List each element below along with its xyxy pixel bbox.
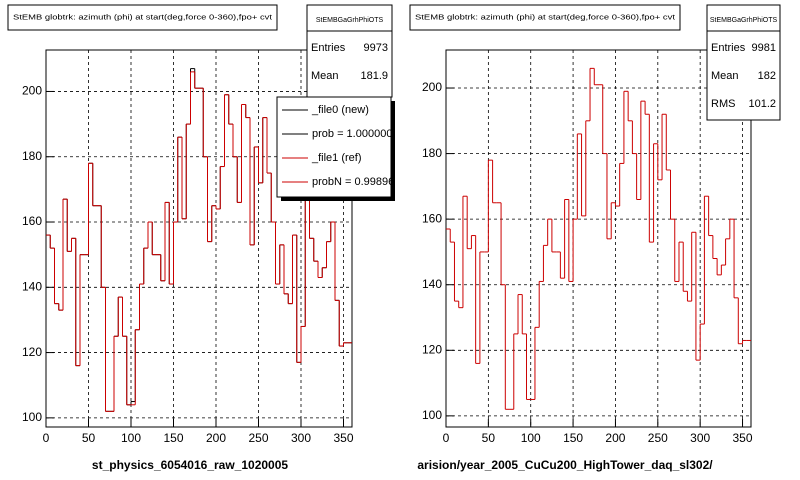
y-tick-label: 120 [22, 345, 42, 359]
chart-title: StEMB globtrk: azimuth (phi) at start(de… [13, 14, 272, 21]
y-tick-label: 160 [422, 211, 442, 225]
x-tick-label: 300 [291, 431, 311, 445]
title-box [7, 4, 278, 31]
x-tick-label: 350 [733, 431, 753, 445]
frame [445, 49, 752, 428]
legend-label: probN = 0.99896 [312, 176, 394, 188]
x-tick-label: 200 [605, 431, 625, 445]
y-tick-label: 140 [422, 277, 442, 291]
legend-box [276, 96, 392, 198]
chart-title: StEMB globtrk: azimuth (phi) at start(de… [415, 14, 675, 21]
stats-value: 9981 [752, 42, 776, 54]
stats-label: Entries [711, 42, 746, 54]
y-tick-label: 200 [422, 80, 442, 94]
stats-box [306, 4, 393, 98]
y-tick-label: 100 [422, 408, 442, 422]
stats-label: RMS [711, 98, 735, 110]
y-tick-label: 120 [422, 342, 442, 356]
legend-label: _file0 (new) [311, 104, 369, 116]
x-axis-label: st_physics_6054016_raw_1020005 [92, 458, 288, 472]
x-tick-label: 350 [333, 431, 353, 445]
legend-label: prob = 1.000000 [312, 128, 392, 140]
x-tick-label: 0 [43, 431, 50, 445]
x-tick-label: 100 [121, 431, 141, 445]
x-tick-label: 0 [443, 431, 450, 445]
title-box [409, 4, 681, 31]
x-tick-label: 50 [482, 431, 496, 445]
x-tick-label: 300 [690, 431, 710, 445]
x-tick-label: 100 [521, 431, 541, 445]
y-tick-label: 200 [22, 84, 42, 98]
legend-label: _file1 (ref) [311, 152, 362, 164]
stats-value: 182 [758, 70, 776, 82]
legend: _file0 (new) prob = 1.000000 _file1 (ref) p… [282, 104, 394, 188]
x-tick-label: 250 [248, 431, 268, 445]
y-tick-label: 160 [22, 214, 42, 228]
stats-box [706, 4, 781, 121]
x-tick-label: 200 [206, 431, 226, 445]
stats-value: 181.9 [360, 70, 388, 82]
stats-label: Mean [711, 70, 739, 82]
stats-title: StEMBGaGrhPhiOTS [710, 17, 778, 24]
y-tick-label: 100 [22, 410, 42, 424]
stats-value: 9973 [364, 42, 388, 54]
y-tick-label: 140 [22, 279, 42, 293]
x-tick-label: 50 [82, 431, 96, 445]
y-tick-label: 180 [422, 146, 442, 160]
x-tick-label: 150 [163, 431, 183, 445]
stats-title: StEMBGaGrhPhiOTS [316, 17, 384, 24]
stats-label: Entries [311, 42, 346, 54]
y-tick-label: 180 [22, 149, 42, 163]
stats-value: 101.2 [748, 98, 776, 110]
x-axis-label: arision/year_2005_CuCu200_HighTower_daq_… [417, 458, 713, 472]
x-tick-label: 250 [648, 431, 668, 445]
x-tick-label: 150 [563, 431, 583, 445]
stats-label: Mean [311, 70, 339, 82]
